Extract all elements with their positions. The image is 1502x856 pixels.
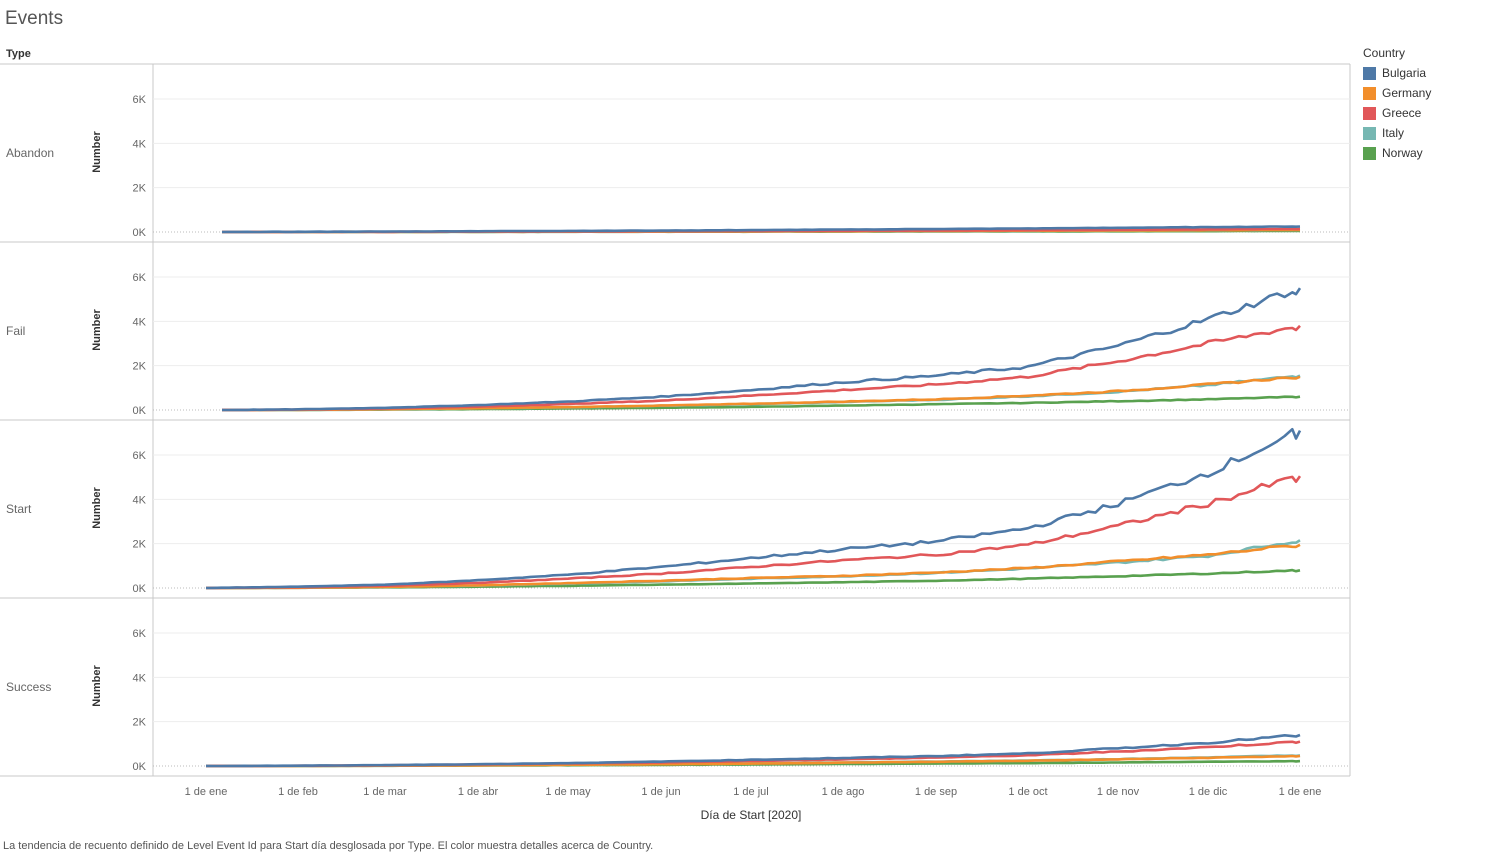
x-axis-label: Día de Start [2020] [701, 808, 802, 822]
y-axis-label: Number [91, 665, 103, 707]
x-tick-label: 1 de may [545, 786, 591, 798]
y-tick-label: 6K [133, 272, 147, 284]
y-tick-label: 6K [133, 94, 147, 106]
legend-label: Norway [1382, 146, 1423, 160]
legend-item-italy[interactable]: Italy [1363, 123, 1431, 143]
y-tick-label: 4K [133, 316, 147, 328]
y-tick-label: 2K [133, 361, 147, 373]
series-line-italy [221, 374, 1301, 412]
x-tick-label: 1 de mar [363, 786, 407, 798]
legend: Country Bulgaria Germany Greece Italy Norway [1363, 46, 1431, 163]
x-tick-label: 1 de abr [458, 786, 499, 798]
series-line-bulgaria [221, 225, 1301, 234]
y-tick-label: 4K [133, 138, 147, 150]
y-tick-label: 0K [133, 227, 147, 239]
facet-header: Type [6, 48, 31, 60]
legend-label: Bulgaria [1382, 66, 1427, 80]
legend-swatch [1363, 66, 1376, 80]
legend-title: Country [1363, 46, 1406, 60]
panel-label-abandon: Abandon [6, 146, 54, 160]
x-tick-label: 1 de oct [1008, 786, 1047, 798]
legend-label: Germany [1382, 86, 1432, 100]
x-tick-label: 1 de ago [822, 786, 865, 798]
panel-label-fail: Fail [6, 324, 25, 338]
chart-title: Events [5, 8, 64, 29]
legend-swatch [1363, 146, 1376, 160]
y-axis-label: Number [91, 131, 103, 173]
y-tick-label: 4K [133, 494, 147, 506]
x-tick-label: 1 de jun [641, 786, 680, 798]
x-tick-label: 1 de nov [1097, 786, 1140, 798]
legend-swatch [1363, 86, 1376, 100]
x-tick-label: 1 de sep [915, 786, 957, 798]
legend-item-germany[interactable]: Germany [1363, 83, 1431, 103]
legend-swatch [1363, 106, 1376, 120]
x-tick-label: 1 de dic [1189, 786, 1228, 798]
series-line-bulgaria [205, 427, 1302, 590]
legend-swatch [1363, 126, 1376, 140]
y-tick-label: 2K [133, 539, 147, 551]
series-line-greece [205, 475, 1302, 590]
y-tick-label: 2K [133, 183, 147, 195]
y-tick-label: 2K [133, 717, 147, 729]
legend-item-greece[interactable]: Greece [1363, 103, 1431, 123]
legend-label: Greece [1382, 106, 1422, 120]
y-tick-label: 0K [133, 761, 147, 773]
legend-item-bulgaria[interactable]: Bulgaria [1363, 63, 1431, 83]
panel-label-success: Success [6, 680, 51, 694]
y-tick-label: 0K [133, 583, 147, 595]
legend-item-norway[interactable]: Norway [1363, 143, 1431, 163]
footer-caption: La tendencia de recuento definido de Lev… [3, 840, 654, 852]
x-tick-label: 1 de feb [278, 786, 318, 798]
y-tick-label: 4K [133, 672, 147, 684]
y-axis-label: Number [91, 309, 103, 351]
x-tick-label: 1 de ene [1279, 786, 1322, 798]
y-tick-label: 6K [133, 450, 147, 462]
x-tick-label: 1 de ene [185, 786, 228, 798]
y-axis-label: Number [91, 487, 103, 529]
series-line-bulgaria [205, 733, 1301, 768]
y-tick-label: 6K [133, 628, 147, 640]
series-line-bulgaria [222, 287, 1302, 412]
x-tick-label: 1 de jul [733, 786, 768, 798]
legend-label: Italy [1382, 126, 1405, 140]
series-line-italy [206, 539, 1301, 590]
panel-label-start: Start [6, 502, 32, 516]
y-tick-label: 0K [133, 405, 147, 417]
chart: 0K 2K 4K 6K Abandon Number 0K 2K 4K 6K Fail Number 0… [0, 63, 1351, 822]
